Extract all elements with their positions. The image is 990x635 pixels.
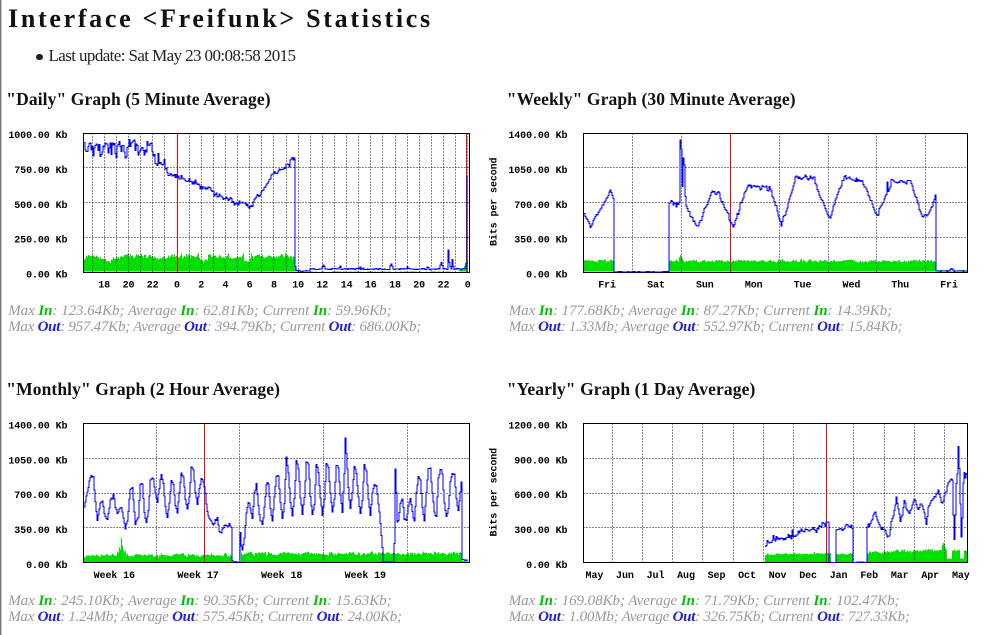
- svg-text:350.00 Kb: 350.00 Kb: [14, 525, 67, 537]
- svg-text:Oct: Oct: [738, 571, 756, 582]
- svg-text:0.00 Kb: 0.00 Kb: [526, 269, 567, 281]
- svg-text:350.00 Kb: 350.00 Kb: [514, 235, 567, 247]
- svg-text:Week 16: Week 16: [94, 570, 135, 582]
- svg-text:0: 0: [465, 281, 471, 292]
- svg-text:Nov: Nov: [769, 571, 787, 582]
- svg-text:14: 14: [341, 281, 353, 292]
- svg-text:Jul: Jul: [647, 570, 665, 582]
- svg-text:1050.00 Kb: 1050.00 Kb: [508, 165, 567, 177]
- svg-text:0.00 Kb: 0.00 Kb: [26, 269, 67, 281]
- svg-text:Apr: Apr: [921, 571, 939, 582]
- svg-text:22: 22: [147, 281, 159, 292]
- svg-text:Fri: Fri: [598, 280, 616, 292]
- svg-text:Fri: Fri: [940, 280, 958, 292]
- svg-text:700.00 Kb: 700.00 Kb: [514, 200, 567, 212]
- svg-text:1400.00 Kb: 1400.00 Kb: [8, 421, 67, 433]
- svg-text:8: 8: [271, 281, 277, 292]
- svg-text:Jan: Jan: [830, 571, 848, 582]
- svg-text:0.00 Kb: 0.00 Kb: [26, 560, 67, 572]
- svg-text:20: 20: [413, 281, 425, 292]
- svg-text:900.00 Kb: 900.00 Kb: [514, 455, 567, 467]
- svg-text:Wed: Wed: [843, 280, 861, 292]
- svg-text:Thu: Thu: [891, 280, 909, 292]
- svg-text:1200.00 Kb: 1200.00 Kb: [508, 421, 567, 433]
- svg-text:Bits per second: Bits per second: [488, 157, 500, 246]
- svg-text:300.00 Kb: 300.00 Kb: [514, 525, 567, 537]
- svg-text:18: 18: [98, 281, 110, 292]
- svg-text:500.00 Kb: 500.00 Kb: [14, 200, 67, 212]
- svg-text:22: 22: [438, 281, 450, 292]
- svg-text:Week 19: Week 19: [345, 570, 386, 582]
- svg-text:Sun: Sun: [696, 281, 714, 292]
- svg-text:Aug: Aug: [677, 571, 695, 582]
- svg-text:700.00 Kb: 700.00 Kb: [14, 490, 67, 502]
- svg-text:0.00 Kb: 0.00 Kb: [526, 560, 567, 572]
- svg-text:600.00 Kb: 600.00 Kb: [514, 490, 567, 502]
- svg-text:1050.00 Kb: 1050.00 Kb: [8, 455, 67, 467]
- svg-text:May: May: [952, 571, 970, 582]
- svg-text:4: 4: [222, 281, 228, 292]
- svg-text:6: 6: [247, 281, 253, 292]
- svg-text:Dec: Dec: [799, 571, 817, 582]
- svg-text:0: 0: [174, 281, 180, 292]
- svg-text:Bits per second: Bits per second: [488, 448, 500, 537]
- svg-text:Sat: Sat: [647, 281, 665, 292]
- svg-text:Sep: Sep: [708, 571, 726, 582]
- svg-text:2: 2: [198, 281, 204, 292]
- svg-text:May: May: [586, 571, 604, 582]
- svg-text:Week 17: Week 17: [177, 570, 218, 582]
- svg-text:750.00 Kb: 750.00 Kb: [14, 165, 67, 177]
- svg-text:12: 12: [316, 281, 328, 292]
- svg-text:10: 10: [292, 281, 304, 292]
- svg-text:Mar: Mar: [891, 571, 909, 582]
- svg-text:Feb: Feb: [860, 570, 878, 582]
- svg-text:Jun: Jun: [616, 571, 634, 582]
- svg-text:16: 16: [365, 281, 377, 292]
- svg-text:18: 18: [389, 281, 401, 292]
- svg-text:1400.00 Kb: 1400.00 Kb: [508, 130, 567, 142]
- svg-text:Week 18: Week 18: [261, 570, 302, 582]
- svg-text:Tue: Tue: [794, 281, 812, 292]
- svg-text:250.00 Kb: 250.00 Kb: [14, 235, 67, 247]
- svg-text:20: 20: [123, 281, 135, 292]
- svg-text:Mon: Mon: [745, 281, 763, 292]
- svg-text:1000.00 Kb: 1000.00 Kb: [8, 130, 67, 142]
